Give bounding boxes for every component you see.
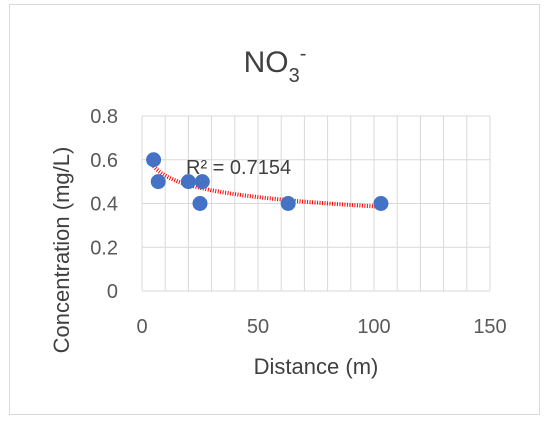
x-axis-title: Distance (m) bbox=[254, 354, 379, 379]
chart-frame bbox=[9, 4, 540, 415]
y-tick-label: 0.4 bbox=[90, 194, 118, 216]
x-tick-labels: 0 50 100 150 bbox=[136, 316, 506, 338]
y-tick-label: 0 bbox=[107, 281, 118, 303]
x-tick-label: 150 bbox=[473, 316, 506, 338]
data-point bbox=[192, 196, 208, 211]
y-tick-labels: 0 0.2 0.4 0.6 0.8 bbox=[90, 106, 118, 303]
data-point bbox=[146, 152, 162, 168]
x-tick-label: 50 bbox=[247, 316, 269, 338]
data-point bbox=[180, 174, 196, 190]
data-points bbox=[146, 152, 389, 211]
y-tick-label: 0.2 bbox=[90, 237, 118, 259]
y-axis-title: Concentration (mg/L) bbox=[49, 147, 74, 354]
y-tick-label: 0.6 bbox=[90, 150, 118, 172]
x-tick-label: 0 bbox=[136, 316, 147, 338]
data-point bbox=[194, 174, 210, 190]
x-tick-label: 100 bbox=[357, 316, 390, 338]
chart-title: NO3- bbox=[244, 43, 307, 87]
data-point bbox=[373, 196, 389, 211]
data-point bbox=[280, 196, 296, 211]
y-tick-label: 0.8 bbox=[90, 106, 118, 128]
data-point bbox=[150, 174, 166, 190]
gridlines bbox=[141, 115, 491, 292]
r-squared-annotation: R² = 0.7154 bbox=[186, 157, 291, 179]
